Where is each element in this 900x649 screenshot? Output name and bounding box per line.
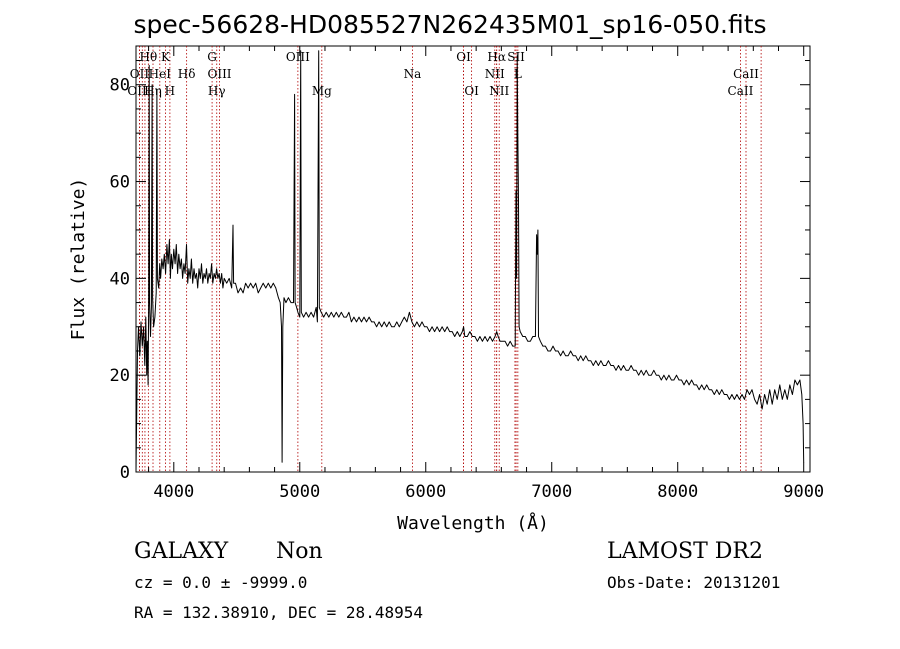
axis-ticks: 4000 5000 6000 7000 8000 9000 0 20 40 60 80: [110, 46, 824, 502]
line-label: CaII: [733, 67, 759, 81]
line-label: Hη: [144, 84, 162, 98]
y-tick-label: 60: [110, 173, 130, 193]
x-tick-label: 7000: [531, 482, 572, 502]
y-tick-label: 0: [120, 463, 130, 483]
redshift-cz: cz = 0.0 ± -9999.0: [134, 573, 308, 592]
observation-date: Obs-Date: 20131201: [607, 573, 781, 592]
line-label: CaII: [728, 84, 754, 98]
line-label: OIII: [127, 84, 151, 98]
object-class: GALAXY: [134, 539, 229, 564]
line-label: Na: [404, 67, 422, 81]
line-label: G: [207, 50, 217, 64]
y-tick-label: 40: [110, 269, 130, 289]
ra-dec: RA = 132.38910, DEC = 28.48954: [134, 603, 423, 622]
line-label: Hθ: [139, 50, 157, 64]
line-label: HeI: [149, 67, 172, 81]
plot-frame: [135, 45, 811, 473]
x-axis-label: Wavelength (Å): [397, 512, 549, 534]
x-tick-label: 9000: [783, 482, 824, 502]
emission-line-markers: [139, 46, 762, 472]
line-label: NII: [489, 84, 509, 98]
line-label: K: [161, 50, 171, 64]
spectrum-line: [135, 50, 805, 473]
line-label: Mg: [312, 84, 332, 98]
y-tick-label: 20: [110, 366, 130, 386]
survey-name: LAMOST DR2: [607, 539, 763, 564]
series-group: [135, 50, 805, 473]
line-label: OI: [456, 50, 471, 64]
x-tick-label: 5000: [279, 482, 320, 502]
line-label: OIII: [207, 67, 231, 81]
x-tick-label: 8000: [657, 482, 698, 502]
y-tick-label: 80: [110, 76, 130, 96]
line-labels: Hθ OII OIII HeI Hη K HHδ G OIII Hγ OIII Mg Na OI OI Hα N…: [127, 50, 759, 98]
x-tick-label: 6000: [405, 482, 446, 502]
line-label: NII: [485, 67, 505, 81]
line-label: OII: [130, 67, 150, 81]
line-label: OI: [464, 84, 479, 98]
line-label: Hδ: [178, 67, 196, 81]
object-subclass: Non: [276, 539, 323, 564]
line-label: OIII: [286, 50, 310, 64]
x-tick-label: 4000: [153, 482, 194, 502]
line-label: SII: [507, 50, 525, 64]
chart-title: spec-56628-HD085527N262435M01_sp16-050.f…: [133, 10, 767, 39]
line-label: Hγ: [208, 84, 226, 98]
line-label: Hα: [487, 50, 506, 64]
y-axis-label: Flux (relative): [68, 178, 89, 341]
line-label: H: [165, 84, 175, 98]
line-label: L: [514, 67, 522, 81]
